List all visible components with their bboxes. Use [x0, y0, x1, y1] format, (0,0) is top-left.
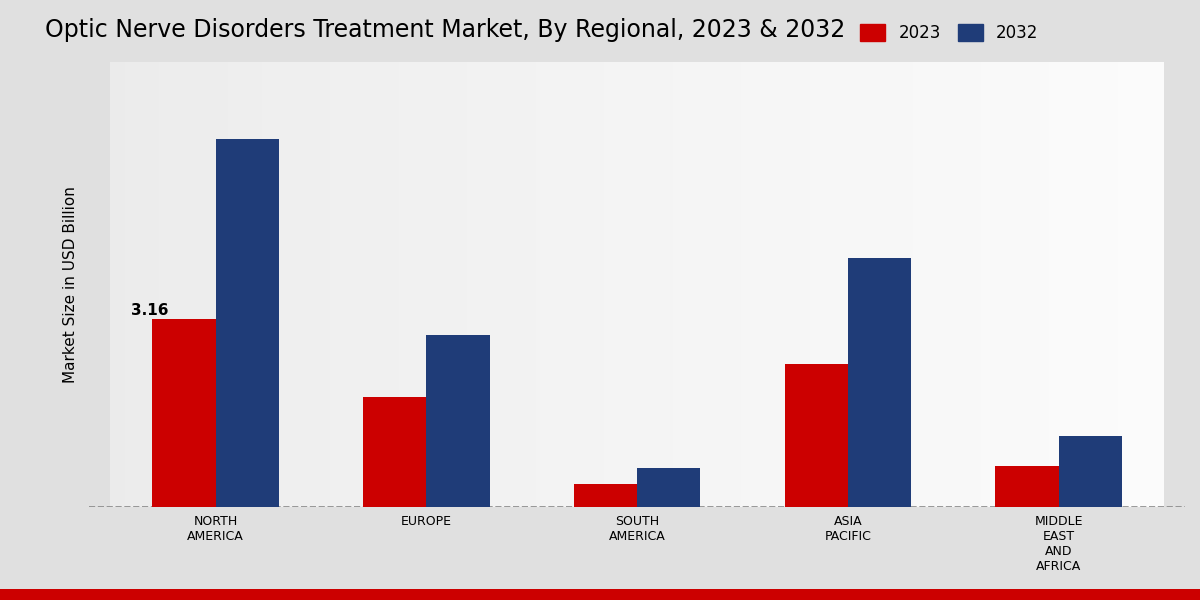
Bar: [637, 468, 701, 506]
Bar: [426, 335, 490, 506]
Bar: [216, 139, 278, 506]
Text: Optic Nerve Disorders Treatment Market, By Regional, 2023 & 2032: Optic Nerve Disorders Treatment Market, …: [46, 18, 846, 42]
Text: 3.16: 3.16: [131, 302, 169, 317]
Legend: 2023, 2032: 2023, 2032: [853, 17, 1045, 49]
Bar: [152, 319, 216, 506]
Bar: [848, 258, 911, 506]
Bar: [785, 364, 848, 506]
Bar: [1058, 436, 1122, 506]
Bar: [995, 466, 1058, 506]
Bar: [364, 397, 426, 506]
Y-axis label: Market Size in USD Billion: Market Size in USD Billion: [62, 186, 78, 383]
Bar: [574, 484, 637, 506]
